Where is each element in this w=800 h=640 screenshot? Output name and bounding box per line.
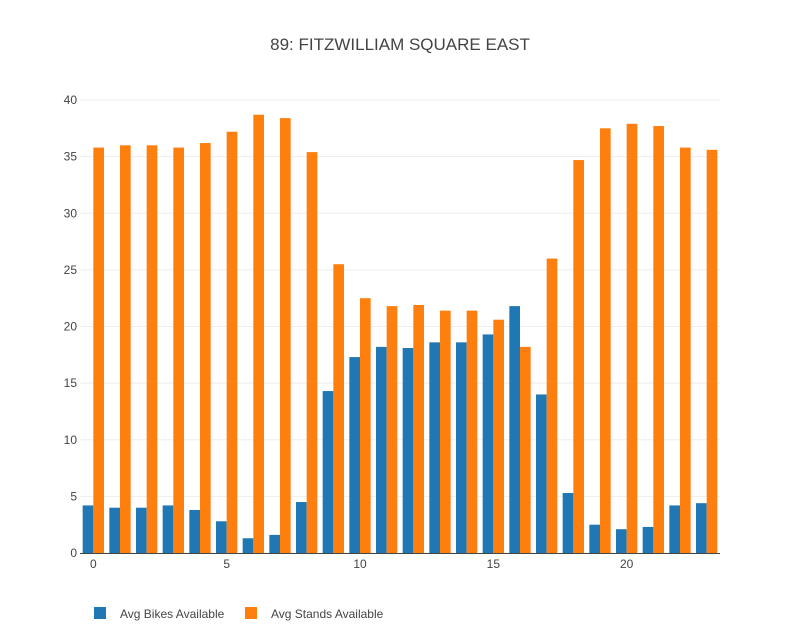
y-tick-label: 25 xyxy=(64,263,78,277)
bar-bikes xyxy=(269,534,280,553)
bar-bikes xyxy=(509,306,520,553)
chart-title: 89: FITZWILLIAM SQUARE EAST xyxy=(270,35,530,54)
bar-bikes xyxy=(589,524,600,553)
x-tick-label: 10 xyxy=(353,557,367,571)
bar-stands xyxy=(253,114,264,553)
x-tick-label: 15 xyxy=(487,557,501,571)
y-tick-label: 40 xyxy=(64,93,78,107)
y-tick-label: 10 xyxy=(64,433,78,447)
bar-stands xyxy=(466,310,478,553)
bars xyxy=(82,114,718,554)
bar-bikes xyxy=(242,538,254,553)
x-axis-ticks: 0 5 10 15 20 xyxy=(90,557,634,571)
bar-bikes xyxy=(429,342,440,553)
bar-bikes xyxy=(82,505,94,553)
bar-stands xyxy=(146,145,158,554)
bar-stands xyxy=(626,123,638,553)
bar-stands xyxy=(440,310,451,553)
bar-bikes xyxy=(669,505,680,553)
bar-stands xyxy=(546,258,558,553)
y-tick-label: 0 xyxy=(70,546,77,560)
legend: Avg Bikes Available Avg Stands Available xyxy=(94,607,384,621)
bar-bikes xyxy=(456,342,467,553)
x-tick-label: 20 xyxy=(620,557,634,571)
bar-bikes xyxy=(482,334,494,553)
bar-bikes xyxy=(562,492,574,553)
x-tick-label: 0 xyxy=(90,557,97,571)
x-tick-label: 5 xyxy=(223,557,230,571)
bar-stands xyxy=(680,147,691,553)
bar-bikes xyxy=(162,505,174,553)
y-tick-label: 20 xyxy=(64,320,78,334)
gridlines xyxy=(80,99,720,497)
bar-bikes xyxy=(296,502,307,553)
y-tick-label: 15 xyxy=(64,376,78,390)
bar-bikes xyxy=(136,507,147,553)
bar-bikes xyxy=(376,346,387,553)
bar-stands xyxy=(386,306,398,553)
bar-bikes xyxy=(216,521,227,553)
bar-stands xyxy=(706,149,718,553)
bar-stands xyxy=(200,143,211,553)
bar-stands xyxy=(360,298,371,553)
bar-stands xyxy=(520,346,531,553)
bar-stands xyxy=(306,152,318,553)
bar-stands xyxy=(280,118,291,554)
y-axis-ticks: 0 5 10 15 20 25 30 35 40 xyxy=(64,93,78,560)
bar-bikes xyxy=(642,526,654,553)
bar-bikes xyxy=(109,507,120,553)
bar-stands xyxy=(600,128,611,553)
bar-stands xyxy=(226,131,238,553)
legend-label: Avg Stands Available xyxy=(271,607,384,621)
bar-stands xyxy=(493,319,504,553)
y-tick-label: 5 xyxy=(70,489,77,503)
bar-stands xyxy=(413,304,424,553)
bar-stands xyxy=(653,126,664,554)
bar-bikes xyxy=(616,529,627,553)
bar-bikes xyxy=(536,394,547,553)
legend-swatch xyxy=(94,607,106,619)
bar-bikes xyxy=(189,509,200,553)
bar-stands xyxy=(93,147,104,553)
bar-stands xyxy=(120,145,131,554)
y-tick-label: 30 xyxy=(64,206,78,220)
legend-swatch xyxy=(245,607,257,619)
y-tick-label: 35 xyxy=(64,150,78,164)
bar-stands xyxy=(573,160,584,553)
bar-stands xyxy=(173,147,184,553)
bar-bikes xyxy=(402,348,414,553)
bar-bikes xyxy=(696,503,707,553)
legend-label: Avg Bikes Available xyxy=(120,607,225,621)
bar-stands xyxy=(333,264,344,553)
bar-bikes xyxy=(349,357,360,553)
bar-bikes xyxy=(322,391,334,553)
